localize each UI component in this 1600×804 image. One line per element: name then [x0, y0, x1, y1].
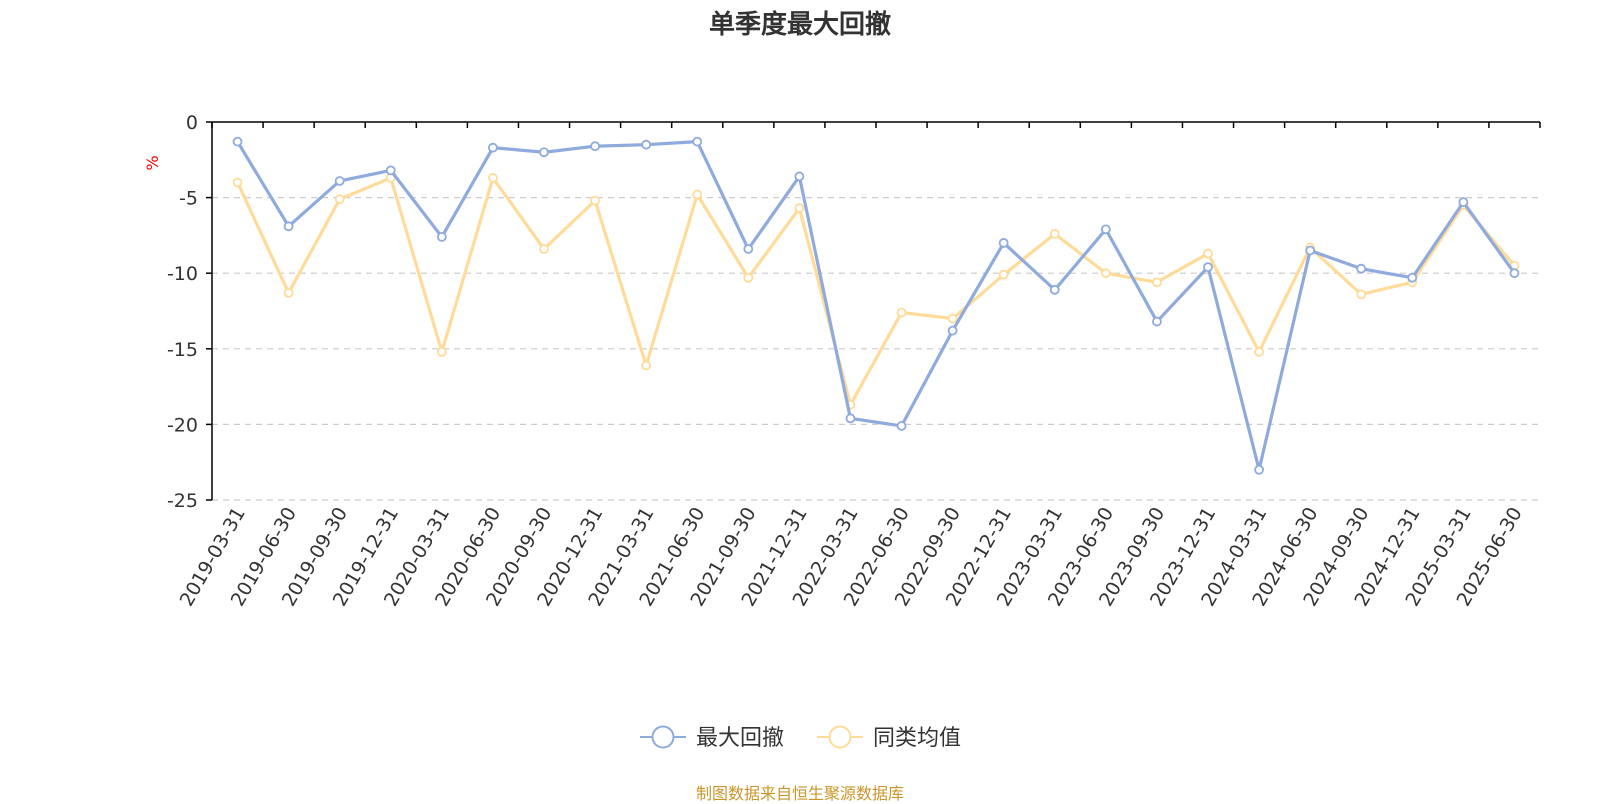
data-point [743, 272, 754, 283]
data-point [436, 232, 447, 242]
data-point [590, 141, 600, 152]
data-point [896, 421, 907, 431]
series-lines [232, 136, 1520, 475]
data-point [998, 269, 1009, 280]
data-point [947, 325, 958, 336]
data-point [1407, 272, 1418, 283]
data-point [896, 307, 907, 318]
data-point [845, 413, 856, 424]
legend-label: 同类均值 [873, 726, 961, 751]
data-point [1509, 268, 1520, 279]
data-point [436, 346, 447, 357]
data-point [1152, 316, 1162, 327]
data-point [1100, 268, 1111, 279]
data-point [947, 313, 958, 324]
data-point [641, 360, 652, 371]
data-point [283, 221, 294, 232]
data-point [232, 177, 243, 188]
data-point [641, 139, 652, 150]
data-point [232, 136, 243, 147]
data-point [385, 165, 396, 176]
data-point [1152, 277, 1162, 288]
source-note: 制图数据来自恒生聚源数据库 [695, 784, 904, 803]
data-point [1305, 245, 1316, 256]
y-axis-unit: % [143, 155, 162, 170]
data-point [1356, 263, 1367, 274]
data-point [692, 189, 703, 200]
series-line-1 [236, 140, 1516, 472]
data-point [334, 194, 345, 205]
grid-lines [212, 197, 1540, 501]
data-point [1049, 228, 1060, 239]
data-point [1203, 248, 1213, 259]
y-tick-label: -20 [167, 414, 198, 436]
y-tick-label: -5 [179, 188, 198, 210]
data-point [283, 287, 294, 298]
data-point [488, 142, 498, 153]
data-point [794, 171, 805, 182]
legend: 最大回撤 同类均值 [640, 725, 961, 751]
data-point [1100, 224, 1111, 235]
y-tick-label: -10 [167, 263, 198, 285]
data-point [1049, 284, 1060, 295]
data-point [539, 147, 549, 158]
y-tick-label: -15 [167, 339, 198, 361]
data-point [590, 195, 600, 206]
y-tick-label: 0 [186, 112, 198, 134]
data-point [743, 244, 754, 254]
legend-marker [828, 725, 852, 749]
data-point [1356, 289, 1367, 300]
data-point [1203, 262, 1213, 273]
axes: 0-5-10-15-20-25%2019-03-312019-06-302019… [143, 112, 1541, 610]
data-point [488, 173, 498, 183]
data-point [334, 176, 345, 186]
legend-marker [651, 725, 675, 749]
series-line-2 [236, 176, 1516, 407]
data-point [794, 203, 805, 214]
chart-title: 单季度最大回撤 [708, 10, 891, 40]
legend-label: 最大回撤 [696, 726, 784, 751]
data-point [1254, 464, 1264, 475]
y-tick-label: -25 [167, 490, 198, 512]
data-point [539, 244, 549, 254]
data-point [998, 238, 1009, 248]
data-point [692, 136, 703, 147]
data-point [1254, 346, 1264, 357]
data-point [1458, 197, 1469, 208]
